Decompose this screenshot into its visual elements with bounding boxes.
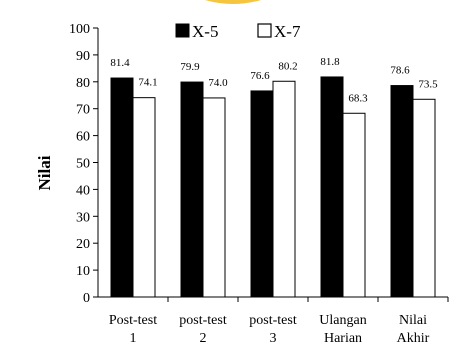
legend-label-x5: X-5 — [192, 22, 218, 41]
data-label: 73.5 — [418, 78, 438, 90]
y-tick-label: 100 — [69, 22, 90, 37]
category-label-line1: Nilai — [399, 313, 427, 328]
data-label: 74.1 — [138, 77, 157, 89]
category-label-line2: 1 — [130, 331, 137, 346]
category-label-line2: Akhir — [397, 331, 430, 346]
category-label-line2: 3 — [270, 331, 277, 346]
category-label-line1: Post-test — [109, 313, 157, 328]
category-label-line2: 2 — [200, 331, 207, 346]
bar-x-7 — [272, 80, 296, 298]
y-tick-label: 20 — [76, 237, 90, 252]
y-tick-label: 30 — [76, 210, 90, 225]
legend: X-5 X-7 — [175, 22, 301, 41]
y-tick-label: 60 — [76, 130, 90, 145]
y-tick-label: 50 — [76, 157, 90, 172]
bar-x-5 — [320, 76, 344, 298]
y-tick-label: 80 — [76, 76, 90, 91]
x-axis-categories: Post-test 1 post-test 2 post-test 3 Ulangan Har… — [109, 297, 449, 346]
category-label-line2: Harian — [324, 331, 362, 346]
data-label: 81.8 — [320, 56, 340, 68]
data-label: 79.9 — [180, 61, 200, 73]
legend-swatch-x5 — [175, 23, 190, 38]
y-tick-label: 10 — [76, 264, 90, 279]
y-axis-label: Nilai — [35, 155, 54, 190]
bar-x-5 — [180, 81, 204, 298]
y-axis-ticks: 0 10 20 30 40 50 60 70 80 90 100 — [69, 22, 98, 306]
category-label-line1: post-test — [179, 313, 227, 328]
y-tick-label: 90 — [76, 49, 90, 64]
y-tick-label: 70 — [76, 103, 90, 118]
bar-x-7 — [342, 112, 366, 298]
y-tick-label: 40 — [76, 183, 90, 198]
data-label: 81.4 — [110, 57, 130, 69]
bars — [110, 76, 436, 298]
category-label-line1: Ulangan — [319, 313, 366, 328]
data-label: 80.2 — [278, 60, 297, 72]
data-labels: 81.4 74.1 79.9 74.0 76.6 80.2 81.8 68.3 78.6 73.5 — [110, 56, 438, 104]
data-label: 68.3 — [348, 92, 368, 104]
category-label-line1: post-test — [249, 313, 297, 328]
top-decorative-arc — [205, 0, 261, 4]
legend-label-x7: X-7 — [274, 22, 301, 41]
bar-x-7 — [132, 97, 156, 298]
y-tick-label: 0 — [83, 291, 90, 306]
bar-x-7 — [412, 98, 436, 298]
bar-x-5 — [250, 90, 274, 298]
bar-x-7 — [202, 97, 226, 298]
legend-swatch-x7 — [257, 23, 272, 38]
data-label: 74.0 — [208, 77, 228, 89]
data-label: 76.6 — [250, 70, 270, 82]
bar-x-5 — [390, 85, 414, 298]
bar-x-5 — [110, 77, 134, 298]
data-label: 78.6 — [390, 65, 410, 77]
